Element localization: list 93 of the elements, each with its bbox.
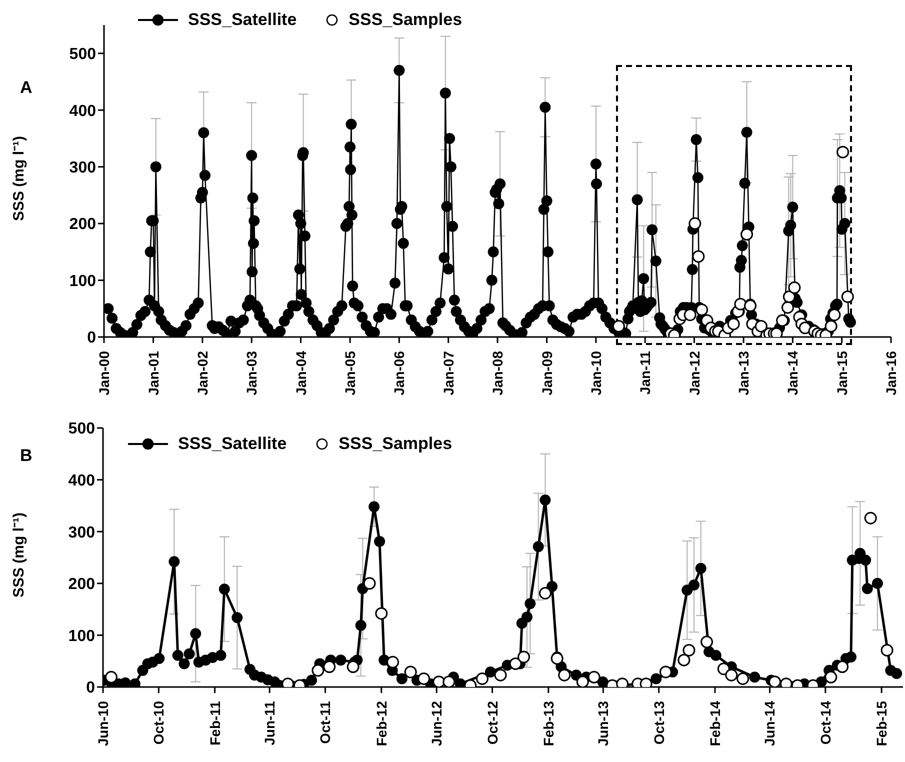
point [612, 320, 625, 332]
point [375, 607, 388, 620]
y-axis-title: SSS (mg l⁻¹) [10, 136, 28, 221]
point [323, 660, 336, 674]
x-tick-label: Oct-10 [150, 700, 167, 745]
y-axis-title: SSS (mg l⁻¹) [10, 512, 28, 598]
legend-label: SSS_Satellite [178, 434, 287, 454]
point [836, 660, 849, 674]
point [734, 298, 747, 310]
x-tick-label: Jun-13 [595, 700, 612, 746]
point [688, 217, 702, 230]
point [740, 228, 754, 241]
point [788, 281, 801, 294]
point [744, 300, 757, 312]
x-tick-label: Oct-13 [650, 700, 667, 745]
point [588, 670, 600, 684]
x-tick-label: Jan-07 [440, 350, 456, 396]
x-tick-label: Jan-12 [686, 350, 702, 396]
legend-label: SSS_Satellite [188, 10, 297, 30]
point [312, 664, 324, 677]
x-tick-label: Feb-12 [373, 700, 390, 746]
point [754, 320, 768, 332]
point [418, 672, 430, 685]
y-tick-label: 100 [68, 628, 96, 645]
point [550, 652, 564, 665]
point [776, 314, 789, 327]
x-tick-label: Jan-15 [834, 350, 850, 396]
y-tick-label: 300 [69, 160, 96, 176]
point [509, 657, 522, 670]
x-tick-label: Jan-09 [538, 350, 555, 396]
point [781, 301, 794, 314]
x-tick-label: Oct-14 [817, 700, 834, 745]
point [864, 512, 877, 524]
x-tick-label: Jun-11 [262, 700, 278, 746]
y-tick-label: 100 [69, 272, 96, 290]
x-tick-label: Jun-10 [95, 700, 111, 746]
y-tick-label: 400 [68, 472, 96, 490]
y-tick-label: 500 [69, 46, 96, 64]
x-tick-label: Feb-15 [874, 700, 890, 746]
point [692, 250, 705, 263]
point [725, 668, 738, 682]
point [696, 304, 708, 316]
x-tick-label: Jan-05 [342, 350, 358, 396]
y-tick-label: 200 [69, 216, 96, 234]
x-tick-label: Jan-06 [391, 350, 408, 396]
y-tick-label: 400 [69, 102, 96, 120]
x-tick-label: Jan-10 [588, 350, 604, 396]
x-tick-label: Feb-14 [706, 700, 723, 746]
point [104, 670, 118, 684]
y-tick-label: 300 [68, 524, 96, 542]
point [682, 644, 696, 656]
text: B [20, 446, 32, 466]
point [678, 654, 690, 666]
x-tick-label: Feb-11 [206, 700, 223, 746]
point [346, 660, 360, 674]
x-tick-label: Jan-02 [194, 350, 210, 396]
point [841, 290, 854, 303]
point [798, 322, 812, 334]
point [476, 672, 488, 685]
x-tick-label: Jan-01 [145, 350, 162, 396]
y-tick-label: 200 [68, 576, 96, 594]
y-tick-label: 0 [87, 330, 96, 347]
point [824, 670, 838, 684]
point [659, 666, 672, 678]
x-tick-label: Jan-13 [736, 350, 752, 396]
point [880, 644, 894, 656]
point [684, 308, 696, 322]
y-tick-label: 0 [86, 680, 96, 697]
point [442, 676, 456, 687]
x-tick-label: Jan-00 [96, 350, 112, 396]
point [782, 290, 796, 303]
x-tick-label: Jan-03 [244, 350, 260, 396]
x-tick-label: Jan-11 [637, 350, 654, 395]
point [518, 650, 530, 664]
point [768, 676, 782, 687]
x-tick-label: Jan-14 [784, 350, 801, 396]
point [836, 146, 850, 158]
legend-label: SSS_Samples [348, 10, 462, 30]
x-tick-label: Jan-16 [883, 350, 899, 396]
x-tick-label: Jun-14 [762, 700, 778, 746]
legend-label: SSS_Samples [338, 434, 452, 454]
point [727, 318, 740, 330]
x-tick-label: Oct-12 [484, 700, 500, 745]
point [828, 308, 841, 322]
x-tick-label: Jun-12 [428, 700, 445, 746]
x-tick-label: Jan-08 [490, 350, 506, 396]
point [432, 676, 446, 687]
x-tick-label: Oct-11 [317, 700, 334, 744]
text: A [20, 78, 32, 98]
x-tick-label: Feb-13 [540, 700, 556, 746]
point [700, 636, 714, 648]
x-tick-label: Jan-04 [292, 350, 309, 396]
y-tick-label: 500 [68, 420, 96, 438]
